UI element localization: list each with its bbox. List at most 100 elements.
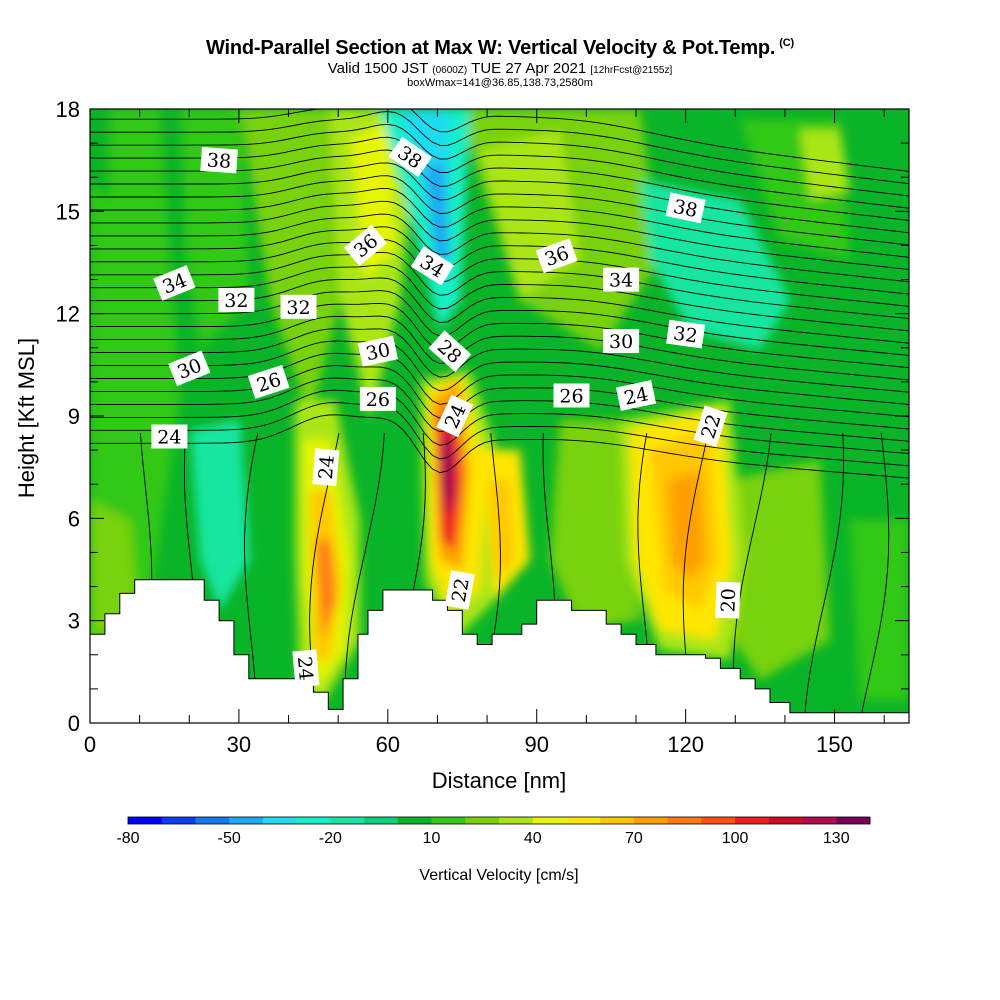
isentrope-line (244, 433, 259, 723)
chart-title-text: Wind-Parallel Section at Max W: Vertical… (206, 37, 776, 59)
contour-label-text: 26 (559, 386, 583, 408)
contour-label: 30 (603, 329, 640, 353)
field-updraft (316, 540, 336, 640)
contour-label-bg (410, 246, 455, 286)
field-band (850, 520, 909, 700)
colorbar-swatch (364, 817, 399, 824)
field-downdraft (190, 420, 250, 610)
contour-label-text: 22 (448, 576, 474, 604)
colorbar-tick-label: 70 (625, 830, 643, 847)
contour-label-text: 30 (609, 331, 633, 353)
isentrope-line (90, 200, 909, 271)
contour-label-bg (444, 570, 475, 610)
x-tick-label: 90 (524, 732, 548, 757)
contour-label-bg (312, 448, 340, 487)
x-tick-label: 60 (376, 732, 400, 757)
colorbar-swatch (735, 817, 770, 824)
contour-label-bg (200, 146, 238, 174)
contour-label: 30 (357, 335, 399, 367)
contour-label-bg (693, 405, 728, 448)
isentrope-line (90, 290, 909, 356)
isentrope-line (90, 188, 909, 258)
isentrope-line (90, 213, 909, 283)
field-band (90, 180, 150, 520)
y-tick-label: 12 (56, 302, 80, 327)
contour-label: 26 (359, 386, 396, 411)
isentrope-line (90, 402, 909, 467)
colorbar-swatch (262, 817, 297, 824)
colorbar-swatch (296, 817, 331, 824)
y-tick-label: 6 (68, 506, 80, 531)
contour-label: 32 (666, 319, 706, 349)
terrain-mask (89, 579, 910, 724)
contour-label-text: 30 (364, 339, 392, 366)
box-info: boxWmax=141@36.85,138.73,2580m (407, 77, 593, 89)
colorbar-tick-label: -20 (319, 830, 342, 847)
contour-label: 22 (444, 570, 475, 610)
contour-label-text: 24 (157, 427, 181, 449)
isentrope-line (90, 111, 909, 185)
contour-label: 24 (312, 448, 340, 487)
copyright-mark: (C) (779, 37, 794, 50)
field-band (800, 130, 850, 200)
isentrope-line (90, 377, 909, 442)
contour-label: 32 (218, 288, 255, 312)
x-tick-label: 150 (816, 732, 853, 757)
contour-label-bg (153, 265, 196, 301)
chart-subtitle: Valid 1500 JST (0600Z) TUE 27 Apr 2021 [… (0, 60, 1000, 77)
contour-label-bg (603, 329, 640, 353)
y-tick-label: 18 (56, 97, 80, 122)
isentrope-line (90, 302, 909, 369)
field-downdraft (640, 180, 790, 350)
colorbar-frame (127, 816, 871, 825)
contour-label-bg (343, 224, 388, 267)
isentrope-line (90, 328, 909, 393)
isentrope-line (90, 109, 909, 172)
isentrope-line (344, 433, 385, 723)
colorbar-label: Vertical Velocity [cm/s] (419, 867, 578, 884)
colorbar-swatch (499, 817, 533, 824)
colorbar-swatch (768, 817, 803, 824)
y-tick-label: 0 (68, 711, 80, 736)
colorbar-swatch (667, 817, 702, 824)
contour-label-bg (168, 350, 211, 387)
valid-date: TUE 27 Apr 2021 (471, 60, 587, 77)
contour-label-bg (553, 383, 590, 408)
isentrope-line (859, 433, 890, 723)
contour-label: 24 (151, 424, 188, 449)
contour-label: 26 (553, 383, 590, 408)
field-updraft (442, 452, 450, 500)
colorbar-swatch (229, 817, 264, 824)
colorbar-swatch (195, 817, 230, 824)
contour-label: 24 (292, 649, 320, 688)
contour-label: 34 (603, 267, 640, 292)
contour-label-bg (535, 238, 578, 274)
contour-label-text: 26 (366, 389, 390, 411)
isentrope-line (90, 175, 909, 246)
colorbar-tick-label: 10 (423, 830, 441, 847)
x-tick-label: 0 (84, 732, 96, 757)
colorbar-swatch (633, 817, 668, 824)
x-tick-label: 30 (227, 732, 251, 757)
contour-label-bg (603, 267, 640, 292)
field-band (720, 460, 830, 680)
contour-label-text: 38 (206, 149, 232, 173)
colorbar-tick-label: 100 (722, 830, 749, 847)
isentrope-line (90, 315, 909, 381)
colorbar-tick-label: -80 (116, 830, 139, 847)
contour-label: 24 (615, 380, 657, 411)
colorbar-swatch (532, 817, 567, 824)
isentrope-line (90, 340, 909, 405)
contour-label-bg (715, 581, 741, 619)
contour-label-text: 38 (671, 196, 699, 223)
colorbar-swatch (836, 817, 871, 824)
contour-label-text: 20 (717, 588, 740, 613)
contour-label-bg (388, 136, 432, 177)
x-tick-label: 120 (667, 732, 704, 757)
contour-label-text: 34 (609, 270, 633, 292)
contour-label-text: 32 (286, 297, 310, 319)
colorbar-swatch (161, 817, 196, 824)
colorbar-swatch (330, 817, 365, 824)
colorbar-swatch (802, 817, 837, 824)
y-axis-label: Height [Kft MSL] (14, 338, 39, 498)
